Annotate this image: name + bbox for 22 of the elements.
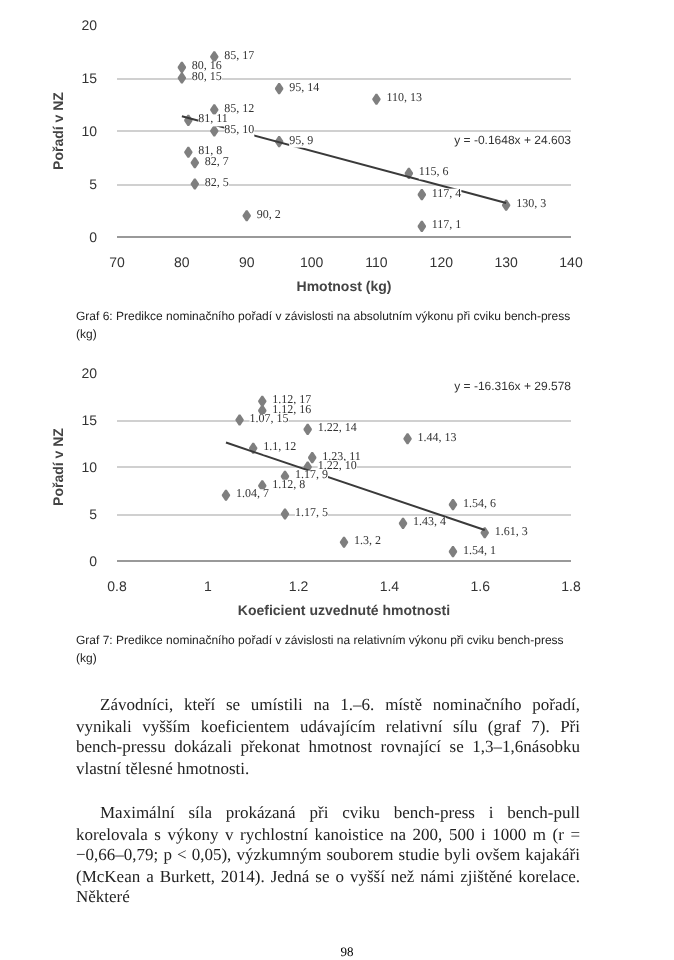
point: [307, 451, 317, 464]
point: [177, 61, 187, 74]
point: [417, 188, 427, 201]
text: Závodníci, kteří se umístili na 1.–6. místě nominačního pořadí, vynikali vyšším koeficientem udávajícím relativní sílu (graf 7). Při bench-pressu dokázali překonat hmotnost rovnající se 1,3–1,6násobku vlastní tělesné hmotnosti.: [76, 694, 580, 778]
point: [303, 423, 313, 436]
point: [274, 82, 284, 95]
point: [398, 517, 408, 530]
point: [209, 125, 219, 137]
point: [177, 72, 187, 84]
point: [280, 508, 290, 520]
point: [190, 178, 200, 190]
point: [209, 103, 219, 116]
point: [501, 199, 511, 212]
point: [235, 414, 244, 426]
point: [339, 536, 349, 549]
point: [190, 156, 200, 169]
point: [221, 489, 231, 502]
point: [448, 545, 458, 558]
point: [417, 220, 427, 233]
text: Maximální síla prokázaná při cviku bench-press i bench-pull korelovala s výkony v rychlostní kanoistice na 200, 500 i 1000 m (r = −0,66–0,79; p < 0,05), výzkumným souborem studie byli ovšem kajakáři (McKean a Burkett, 2014). Jedná se o vyšší než námi zjištěné korelace. Některé: [76, 802, 580, 907]
point: [448, 498, 458, 511]
point: [242, 209, 252, 222]
